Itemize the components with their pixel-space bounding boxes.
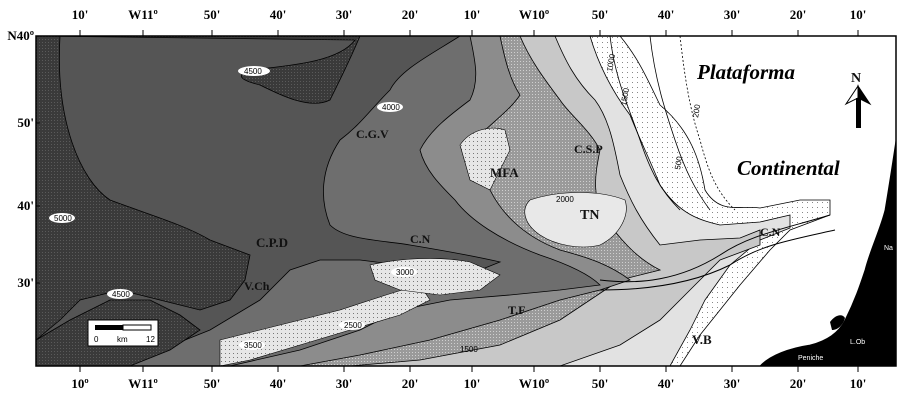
isobath-200: 200 [691, 103, 702, 118]
place-na: Na [884, 245, 893, 252]
isobath-2500: 2500 [344, 321, 362, 330]
top-axis-ticks: 10' W11º 50' 40' 30' 20' 10' W10º 50' 40' 30' 20' 10… [72, 7, 867, 36]
isobath-1500-a: 1500 [460, 345, 478, 354]
scale-bar: 0 km 12 [87, 319, 159, 347]
isobath-2000: 2000 [556, 195, 574, 204]
top-tick-label: 40' [658, 7, 675, 22]
isobath-4500-a: 4500 [244, 67, 262, 76]
valley-cn [459, 127, 511, 191]
peniche-peninsula [830, 315, 845, 330]
top-tick-label: 30' [724, 7, 741, 22]
terrace-tn [524, 192, 627, 248]
feature-labels: C.G.V MFA C.S.P TN C.P.D C.N V.Ch T.F V.… [244, 127, 781, 347]
valley-vb [219, 284, 431, 367]
bottom-tick-label: W11º [128, 376, 158, 391]
land-coast [759, 139, 897, 367]
label-cpd: C.P.D [256, 235, 288, 250]
north-arrow: N [844, 71, 872, 128]
top-tick-label: 10' [464, 7, 481, 22]
bottom-tick-label: W10º [519, 376, 549, 391]
isobath-5000: 5000 [54, 214, 72, 223]
bottom-tick-label: 10' [850, 376, 867, 391]
top-tick-label: 20' [790, 7, 807, 22]
top-tick-label: W11º [128, 7, 158, 22]
bottom-tick-label: 40' [270, 376, 287, 391]
label-cgv: C.G.V [356, 127, 389, 141]
label-continental: Continental [737, 156, 840, 180]
left-axis-ticks: N40º 50' 40' 30' [7, 28, 40, 290]
canyon-cn-line [599, 214, 831, 283]
label-mfa: MFA [490, 165, 519, 180]
label-csp: C.S.P [574, 142, 603, 156]
top-tick-label: 20' [402, 7, 419, 22]
bottom-tick-label: 20' [790, 376, 807, 391]
label-vch: V.Ch [244, 279, 270, 293]
top-tick-label: 10' [850, 7, 867, 22]
bottom-tick-label: 10º [71, 376, 88, 391]
scale-max: 12 [146, 335, 155, 344]
label-vb: V.B [692, 332, 712, 347]
left-tick-label: 50' [17, 115, 34, 130]
isobath-labels: 4500 4000 5000 4500 3000 2500 3500 1500 … [49, 53, 702, 354]
left-tick-label: N40º [7, 28, 34, 43]
isobath-500: 500 [673, 155, 684, 170]
label-tn: TN [580, 208, 599, 223]
bottom-axis-ticks: 10º W11º 50' 40' 30' 20' 10' W10º 50' 40' 30' 20' 10… [71, 366, 866, 391]
isobath-label-bg [49, 213, 75, 223]
scale-bar-black [95, 325, 123, 330]
label-plataforma: Plataforma [696, 60, 795, 84]
left-tick-label: 40' [17, 198, 34, 213]
isobath-200-line [679, 35, 736, 211]
map-border [35, 35, 897, 367]
top-tick-label: 30' [336, 7, 353, 22]
scale-bar-white [122, 324, 152, 331]
isobath-label-bg [107, 289, 133, 299]
isobath-500-line [649, 35, 711, 211]
top-tick-label: 40' [270, 7, 287, 22]
place-peniche: Peniche [798, 355, 823, 362]
isobath-3500: 3500 [244, 341, 262, 350]
bottom-tick-label: 30' [336, 376, 353, 391]
label-cn-2: C.N [760, 225, 781, 239]
isobath-label-bg [339, 320, 365, 330]
isobath-3000: 3000 [396, 268, 414, 277]
map-area [35, 35, 897, 367]
bottom-tick-label: 50' [592, 376, 609, 391]
canyon-cn-line-2 [599, 229, 836, 291]
scale-zero: 0 [94, 335, 99, 344]
isobath-1000: 1000 [605, 53, 617, 73]
top-tick-label: W10º [519, 7, 549, 22]
isobath-label-bg [238, 66, 270, 76]
bottom-tick-label: 30' [724, 376, 741, 391]
isobath-label-bg [377, 102, 403, 112]
isobath-1500-b: 1500 [619, 87, 631, 107]
top-tick-label: 50' [592, 7, 609, 22]
isobath-4000: 4000 [382, 103, 400, 112]
scale-bar-box [87, 319, 159, 347]
isobath-label-bg [239, 340, 265, 350]
top-tick-label: 50' [204, 7, 221, 22]
place-lob: L.Ob [850, 339, 865, 346]
abyssal-plain [35, 35, 361, 341]
isobath-4500-b: 4500 [112, 290, 130, 299]
bottom-tick-label: 20' [402, 376, 419, 391]
bottom-tick-label: 40' [658, 376, 675, 391]
scale-unit: km [117, 335, 128, 344]
isobath-1000-line [609, 35, 681, 211]
north-arrow-shaft [856, 98, 861, 128]
label-cn-1: C.N [410, 232, 431, 246]
north-label: N [851, 71, 861, 86]
left-tick-label: 30' [17, 275, 34, 290]
top-tick-label: 10' [72, 7, 89, 22]
bottom-tick-label: 10' [464, 376, 481, 391]
bottom-tick-label: 50' [204, 376, 221, 391]
isobath-label-bg [391, 267, 417, 277]
label-tf: T.F [508, 303, 525, 317]
